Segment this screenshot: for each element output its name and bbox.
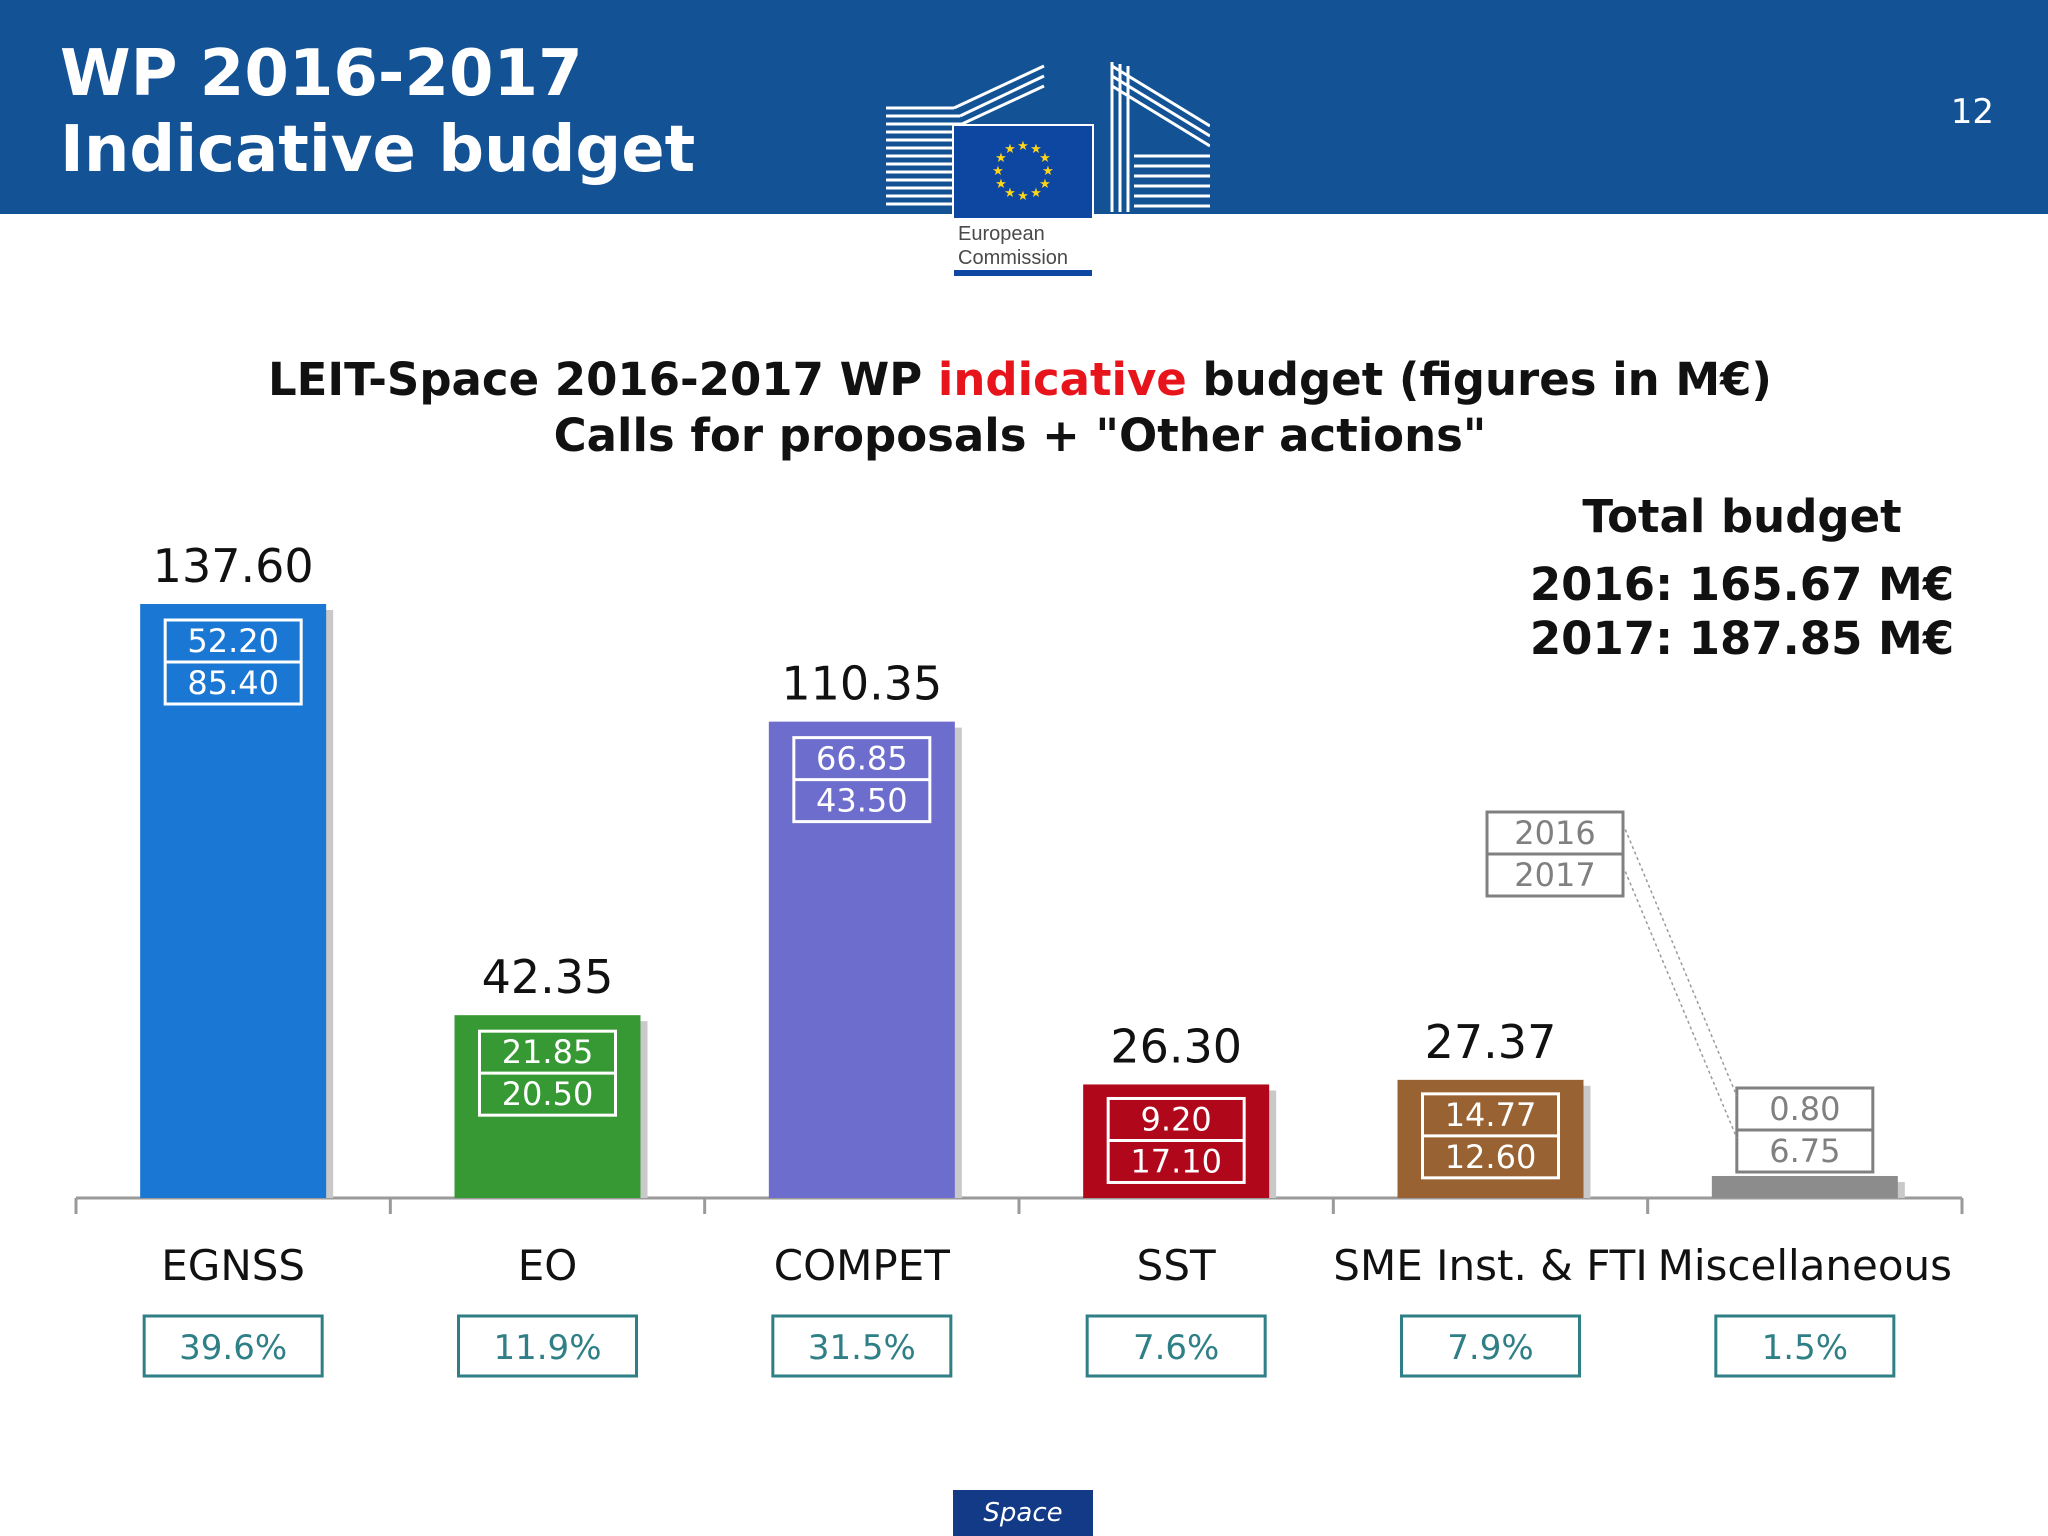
series-2016-label: 66.85 xyxy=(816,740,908,778)
page-title-line1: WP 2016-2017 xyxy=(60,37,583,111)
chart-title-line1: LEIT-Space 2016-2017 WP indicative budge… xyxy=(0,352,2040,408)
series-2017-label: 85.40 xyxy=(187,664,279,702)
svg-text:★: ★ xyxy=(1042,164,1054,179)
series-2016-label: 14.77 xyxy=(1445,1096,1537,1134)
bar xyxy=(1711,1175,1898,1198)
svg-text:★: ★ xyxy=(1017,189,1029,204)
svg-text:★: ★ xyxy=(1039,151,1051,166)
page-title: WP 2016-2017 Indicative budget xyxy=(60,36,695,188)
category-label: EO xyxy=(518,1241,578,1290)
share-box xyxy=(771,1314,953,1378)
chart-title-line2: Calls for proposals + "Other actions" xyxy=(553,409,1487,462)
category-label: SST xyxy=(1137,1241,1216,1290)
page-title-line2: Indicative budget xyxy=(60,113,696,187)
share-box xyxy=(1085,1314,1267,1378)
chart-title-part2: budget (figures in M€) xyxy=(1202,353,1773,406)
logo-text-line2: Commission xyxy=(958,247,1069,269)
footer-section-tag: Space xyxy=(953,1490,1093,1536)
chart-title: LEIT-Space 2016-2017 WP indicative budge… xyxy=(0,352,2040,464)
svg-text:★: ★ xyxy=(1030,186,1042,201)
svg-text:★: ★ xyxy=(992,164,1004,179)
series-2017-label: 20.50 xyxy=(502,1075,594,1113)
chart-title-part1: LEIT-Space 2016-2017 WP xyxy=(268,353,923,406)
series-2016-label: 0.80 xyxy=(1769,1090,1840,1128)
bar-total-label: 26.30 xyxy=(1110,1019,1242,1073)
series-2017-label: 12.60 xyxy=(1445,1138,1537,1176)
category-label: EGNSS xyxy=(161,1241,305,1290)
logo-text: European Commission xyxy=(958,222,1098,270)
series-2016-label: 21.85 xyxy=(502,1033,594,1071)
share-box xyxy=(1714,1314,1896,1378)
svg-text:★: ★ xyxy=(995,177,1007,192)
share-label: 7.6% xyxy=(1133,1328,1219,1368)
total-budget: Total budget 2016: 165.67 M€ 2017: 187.8… xyxy=(1512,488,1972,666)
european-commission-logo: ★ ★★ ★★★ ★★★ ★★★ xyxy=(884,56,1210,286)
svg-text:★: ★ xyxy=(1030,142,1042,157)
legend-leader-line xyxy=(1622,823,1738,1097)
category-label: Miscellaneous xyxy=(1658,1241,1952,1290)
series-2017-label: 6.75 xyxy=(1769,1132,1840,1170)
bar-total-label: 42.35 xyxy=(482,950,614,1004)
share-label: 1.5% xyxy=(1762,1328,1848,1368)
eu-stars-icon: ★ ★★ ★★★ ★★★ ★★★ xyxy=(992,139,1054,204)
series-2017-label: 17.10 xyxy=(1130,1142,1222,1180)
logo-text-line1: European xyxy=(958,223,1045,245)
building-lines-icon xyxy=(886,62,1210,212)
bar xyxy=(454,1015,641,1198)
share-label: 11.9% xyxy=(493,1328,601,1368)
legend-entry-2017: 2017 xyxy=(1514,856,1595,894)
svg-text:★: ★ xyxy=(1004,186,1016,201)
svg-text:★: ★ xyxy=(1039,177,1051,192)
total-budget-2017: 2017: 187.85 M€ xyxy=(1529,612,1955,665)
share-box xyxy=(1400,1314,1581,1378)
share-label: 7.9% xyxy=(1447,1328,1533,1368)
bar-total-label: 27.37 xyxy=(1425,1015,1557,1069)
series-2016-label: 52.20 xyxy=(187,622,279,660)
series-2016-label: 9.20 xyxy=(1141,1100,1212,1138)
share-box xyxy=(142,1314,324,1378)
total-budget-2016: 2016: 165.67 M€ xyxy=(1529,558,1955,611)
svg-text:★: ★ xyxy=(995,151,1007,166)
logo-underline xyxy=(954,270,1092,276)
legend-leader-line xyxy=(1622,865,1738,1139)
series-2017-label: 43.50 xyxy=(816,782,908,820)
bar xyxy=(768,721,955,1198)
category-label: SME Inst. & FTI xyxy=(1333,1241,1647,1290)
category-label: COMPET xyxy=(774,1241,950,1290)
legend-entry-2016: 2016 xyxy=(1514,814,1595,852)
share-label: 39.6% xyxy=(179,1328,287,1368)
share-box xyxy=(457,1314,638,1378)
share-label: 31.5% xyxy=(808,1328,916,1368)
svg-text:★: ★ xyxy=(1017,139,1029,154)
bar-total-label: 110.35 xyxy=(781,657,942,711)
bar-total-label: 137.60 xyxy=(153,539,314,593)
svg-text:★: ★ xyxy=(1004,142,1016,157)
total-budget-heading: Total budget xyxy=(1582,490,1902,543)
page-number: 12 xyxy=(1950,92,1994,132)
chart-title-highlight: indicative xyxy=(937,353,1187,406)
eu-flag-icon xyxy=(954,126,1092,218)
